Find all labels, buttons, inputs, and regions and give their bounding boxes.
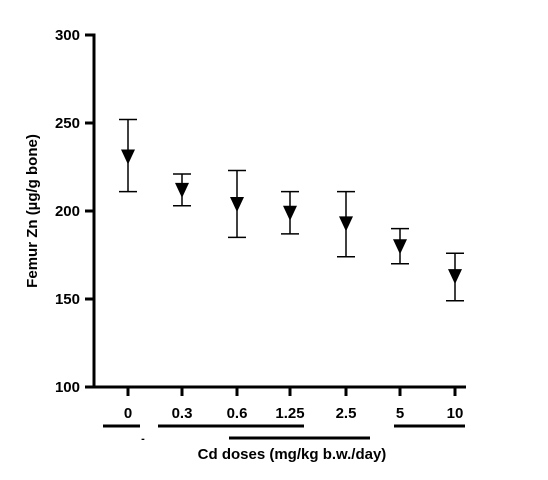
x-tick-label: 5 <box>396 405 404 422</box>
data-point-triangle <box>175 182 189 198</box>
data-points <box>121 149 462 285</box>
x-tick-label: 0 <box>124 405 132 422</box>
x-axis-title: Cd doses (mg/kg b.w./day) <box>198 446 387 463</box>
data-point-triangle <box>121 149 135 165</box>
axes <box>92 33 466 389</box>
y-tick-label: 300 <box>55 27 80 44</box>
significance-bars <box>103 424 465 440</box>
y-tick-label: 150 <box>55 291 80 308</box>
data-point-triangle <box>230 196 244 212</box>
data-point-triangle <box>393 239 407 255</box>
x-ticks: 0 0.3 0.6 1.25 2.5 5 10 <box>124 387 464 422</box>
x-tick-label: 2.5 <box>336 405 357 422</box>
data-point-triangle <box>339 216 353 232</box>
x-tick-label: 1.25 <box>275 405 304 422</box>
y-tick-label: 200 <box>55 203 80 220</box>
y-axis-title: Femur Zn (µg/g bone) <box>24 134 41 288</box>
y-tick-label: 250 <box>55 115 80 132</box>
annotation-dash: - <box>141 433 145 445</box>
x-tick-label: 10 <box>447 405 464 422</box>
y-tick-label: 100 <box>55 379 80 396</box>
x-tick-label: 0.6 <box>227 405 248 422</box>
y-ticks: 100 150 200 250 300 <box>55 27 94 396</box>
data-point-triangle <box>448 269 462 285</box>
x-tick-label: 0.3 <box>172 405 193 422</box>
data-point-triangle <box>283 205 297 221</box>
